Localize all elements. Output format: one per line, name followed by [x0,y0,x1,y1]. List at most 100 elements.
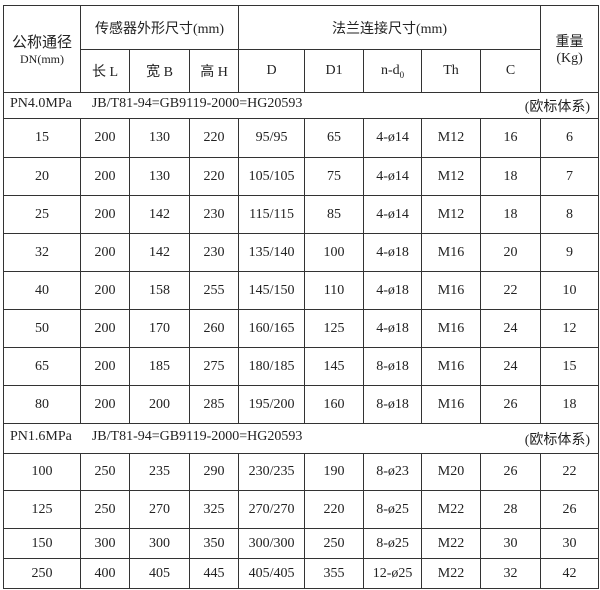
table-cell: 160 [304,385,365,424]
table-cell: 350 [188,528,240,559]
table-cell: 8 [540,195,600,234]
table-cell: 4-ø18 [363,233,423,272]
table-cell: 355 [304,558,365,589]
table-row: 20 200 130 220 105/105 75 4-ø14 M12 18 7 [3,157,600,196]
table-cell: 235 [129,453,190,491]
table-cell: 85 [304,195,365,234]
table-cell: 30 [540,528,600,559]
table-cell: 22 [540,453,600,491]
table-cell: 250 [80,490,130,529]
table-cell: 95/95 [238,118,306,158]
table-cell: M16 [421,385,482,424]
section-header-cell: PN1.6MPa JB/T81-94=GB9119-2000=HG20593 (欧标… [2,423,600,454]
table-cell: 200 [80,195,130,234]
table-cell: 200 [80,385,130,424]
table-cell: 4-ø14 [363,118,423,158]
table-cell: 325 [188,490,240,529]
table-cell: 15 [3,118,81,158]
table-cell: 16 [480,118,542,158]
table-cell: 20 [3,157,81,196]
table-cell: 25 [3,195,81,234]
table-cell: 285 [188,385,240,424]
column-header-label: D1 [325,63,343,78]
table-cell: 230 [188,195,240,234]
table-cell: 4-ø18 [363,271,423,310]
table-cell: 300 [80,528,130,559]
table-cell: 75 [304,157,365,196]
section-header-cell: PN4.0MPa JB/T81-94=GB9119-2000=HG20593 (欧标… [2,92,600,119]
table-cell: 26 [480,453,542,491]
column-header: Th [421,49,482,93]
table-row: 32 200 142 230 135/140 100 4-ø18 M16 20 9 [3,233,600,272]
table-cell: M12 [421,118,482,158]
table-cell: 200 [80,271,130,310]
table-cell: 230 [188,233,240,272]
table-cell: 300/300 [238,528,306,559]
table-cell: 135/140 [238,233,306,272]
table-cell: 32 [480,558,542,589]
table-cell: 8-ø23 [363,453,423,491]
table-cell: 50 [3,309,81,348]
table-cell: 220 [188,157,240,196]
table-cell: 80 [3,385,81,424]
system-label: (欧标体系) [524,99,591,115]
flange-group-header: 法兰连接尺寸(mm) [238,5,542,50]
table-row: 250 400 405 445 405/405 355 12-ø25 M22 32 42 [3,558,600,589]
table-cell: M12 [421,157,482,196]
section-header: PN4.0MPa JB/T81-94=GB9119-2000=HG20593 (欧标… [2,92,600,119]
table-cell: 255 [188,271,240,310]
column-header: D [238,49,306,93]
column-header-label: D [266,63,277,78]
table-row: 40 200 158 255 145/150 110 4-ø18 M16 22 10 [3,271,600,310]
table-cell: 260 [188,309,240,348]
table-cell: 9 [540,233,600,272]
table-cell: 150 [3,528,81,559]
table-row: 150 300 300 350 300/300 250 8-ø25 M22 30 30 [3,528,600,559]
table-cell: 405/405 [238,558,306,589]
table-cell: 110 [304,271,365,310]
table-cell: 125 [3,490,81,529]
table-cell: 42 [540,558,600,589]
column-header: n-d0 [363,49,423,93]
table-cell: 18 [480,157,542,196]
table-cell: 190 [304,453,365,491]
section-header: PN1.6MPa JB/T81-94=GB9119-2000=HG20593 (欧标… [2,423,600,454]
table-cell: 32 [3,233,81,272]
table-cell: 195/200 [238,385,306,424]
table-cell: 65 [3,347,81,386]
table-cell: 12 [540,309,600,348]
table-cell: 200 [80,157,130,196]
table-cell: 4-ø14 [363,195,423,234]
table-cell: M16 [421,309,482,348]
standard-label: JB/T81-94=GB9119-2000=HG20593 [91,428,303,444]
table-row: 15 200 130 220 95/95 65 4-ø14 M12 16 6 [3,118,600,158]
column-header: D1 [304,49,365,93]
table-cell: 26 [480,385,542,424]
table-cell: 125 [304,309,365,348]
table-cell: 8-ø25 [363,490,423,529]
table-cell: 40 [3,271,81,310]
sensor-group-header: 传感器外形尺寸(mm) [79,5,240,50]
table-cell: 142 [129,195,190,234]
column-header: C [480,49,542,93]
dn-label: DN(mm) [20,52,64,66]
table-cell: 105/105 [238,157,306,196]
table-cell: 130 [129,118,190,158]
table-row: 100 250 235 290 230/235 190 8-ø23 M20 26 22 [3,453,600,491]
column-header-label: 高 H [200,65,228,80]
table-cell: 200 [129,385,190,424]
system-label: (欧标体系) [524,432,591,448]
table-cell: 26 [540,490,600,529]
table-cell: M12 [421,195,482,234]
dimension-table: 公称通径 DN(mm) 传感器外形尺寸(mm) 法兰连接尺寸(mm) 重量 (K… [2,5,600,589]
table-cell: 270/270 [238,490,306,529]
table-cell: 7 [540,157,600,196]
table-cell: 6 [540,118,600,158]
table-cell: 145 [304,347,365,386]
table-cell: 100 [304,233,365,272]
table-cell: M16 [421,271,482,310]
table-cell: 250 [304,528,365,559]
table-row: 25 200 142 230 115/115 85 4-ø14 M12 18 8 [3,195,600,234]
table-cell: 145/150 [238,271,306,310]
table-cell: 130 [129,157,190,196]
